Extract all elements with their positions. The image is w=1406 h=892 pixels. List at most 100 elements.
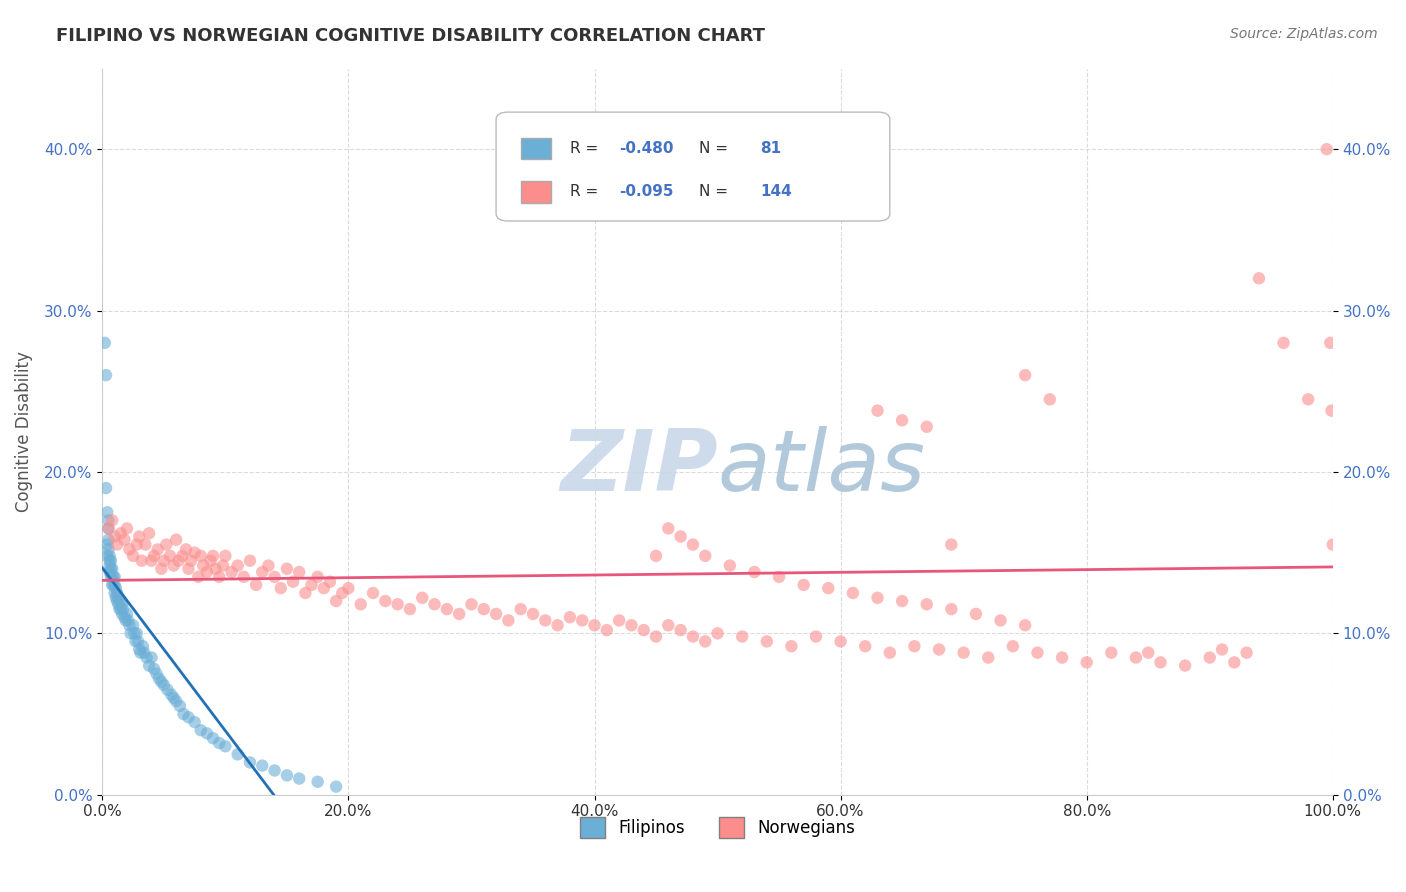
- Point: [1198, 650, 1220, 665]
- Text: N =: N =: [699, 185, 733, 200]
- Point: [436, 602, 458, 616]
- FancyBboxPatch shape: [496, 112, 890, 221]
- Point: [118, 542, 141, 557]
- Point: [645, 549, 668, 563]
- Point: [990, 614, 1012, 628]
- Point: [1026, 646, 1049, 660]
- Point: [104, 529, 127, 543]
- Point: [97, 542, 120, 557]
- Text: Source: ZipAtlas.com: Source: ZipAtlas.com: [1230, 27, 1378, 41]
- Point: [718, 558, 741, 573]
- Point: [132, 639, 155, 653]
- Point: [101, 562, 124, 576]
- Point: [325, 594, 347, 608]
- Point: [263, 570, 285, 584]
- Point: [127, 634, 149, 648]
- Point: [163, 558, 186, 573]
- Point: [915, 419, 938, 434]
- Point: [337, 581, 360, 595]
- Text: -0.095: -0.095: [619, 185, 673, 200]
- Point: [915, 597, 938, 611]
- Point: [153, 554, 176, 568]
- Text: 81: 81: [761, 141, 782, 156]
- Point: [114, 614, 136, 628]
- Point: [104, 591, 127, 605]
- Text: -0.480: -0.480: [619, 141, 673, 156]
- Point: [112, 602, 135, 616]
- Point: [281, 574, 304, 589]
- Point: [118, 618, 141, 632]
- Legend: Filipinos, Norwegians: Filipinos, Norwegians: [574, 811, 862, 845]
- Point: [108, 602, 131, 616]
- Point: [879, 646, 901, 660]
- Point: [1320, 403, 1343, 417]
- Point: [645, 630, 668, 644]
- Text: 144: 144: [761, 185, 793, 200]
- Point: [111, 597, 134, 611]
- Point: [1236, 646, 1258, 660]
- Point: [183, 546, 205, 560]
- Point: [195, 726, 218, 740]
- Point: [214, 549, 236, 563]
- Point: [131, 554, 153, 568]
- Point: [105, 538, 128, 552]
- Point: [1050, 650, 1073, 665]
- Point: [1125, 650, 1147, 665]
- FancyBboxPatch shape: [520, 181, 551, 202]
- Point: [165, 694, 187, 708]
- Point: [160, 688, 183, 702]
- Point: [107, 597, 129, 611]
- Point: [98, 554, 121, 568]
- Point: [891, 594, 914, 608]
- Point: [177, 562, 200, 576]
- Point: [325, 780, 347, 794]
- Point: [903, 639, 925, 653]
- Point: [682, 538, 704, 552]
- Point: [101, 570, 124, 584]
- Point: [928, 642, 950, 657]
- Point: [150, 674, 173, 689]
- Text: N =: N =: [699, 141, 733, 156]
- Point: [1039, 392, 1062, 407]
- Point: [830, 634, 852, 648]
- Point: [977, 650, 1000, 665]
- Point: [387, 597, 409, 611]
- Point: [163, 690, 186, 705]
- Point: [134, 538, 156, 552]
- Point: [1223, 656, 1246, 670]
- Point: [187, 570, 209, 584]
- Point: [607, 614, 630, 628]
- Point: [120, 626, 142, 640]
- Point: [1014, 368, 1036, 383]
- Point: [96, 505, 118, 519]
- Point: [485, 607, 508, 621]
- Point: [965, 607, 987, 621]
- Point: [94, 335, 117, 350]
- Point: [695, 549, 717, 563]
- Point: [941, 602, 963, 616]
- Point: [534, 614, 557, 628]
- Point: [115, 521, 138, 535]
- Point: [94, 481, 117, 495]
- Point: [138, 526, 160, 541]
- Point: [423, 597, 446, 611]
- Point: [706, 626, 728, 640]
- Point: [110, 602, 132, 616]
- Point: [804, 630, 827, 644]
- Point: [177, 710, 200, 724]
- Point: [110, 594, 132, 608]
- Point: [125, 538, 148, 552]
- Point: [124, 626, 146, 640]
- Point: [125, 626, 148, 640]
- Point: [146, 542, 169, 557]
- Point: [114, 533, 136, 547]
- Point: [263, 764, 285, 778]
- Point: [583, 618, 606, 632]
- Point: [159, 549, 181, 563]
- Point: [141, 650, 163, 665]
- Point: [169, 698, 191, 713]
- Point: [103, 578, 125, 592]
- Point: [110, 526, 132, 541]
- Point: [817, 581, 839, 595]
- Point: [173, 706, 195, 721]
